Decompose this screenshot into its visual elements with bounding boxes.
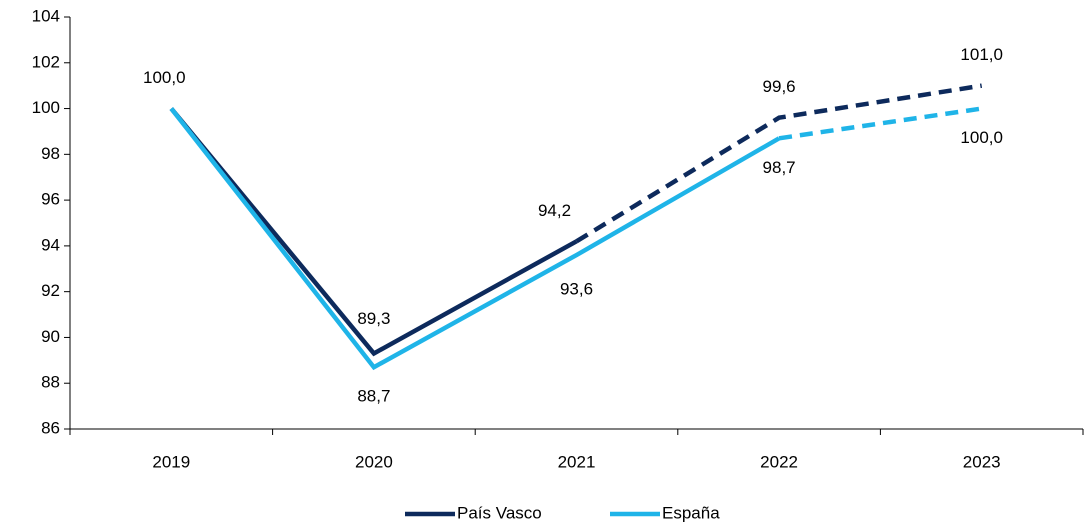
line-dashed bbox=[778, 106, 983, 141]
legend-label: España bbox=[662, 503, 720, 522]
data-label: 100,0 bbox=[143, 68, 186, 87]
y-tick-label: 88 bbox=[41, 373, 60, 392]
legend-label: País Vasco bbox=[457, 503, 542, 522]
data-label: 99,6 bbox=[763, 77, 796, 96]
data-label: 93,6 bbox=[560, 280, 593, 299]
y-tick-label: 92 bbox=[41, 281, 60, 300]
x-tick-label: 2021 bbox=[558, 452, 596, 471]
y-tick-label: 86 bbox=[41, 418, 60, 437]
y-tick-label: 98 bbox=[41, 144, 60, 163]
y-tick-label: 104 bbox=[32, 6, 60, 25]
y-tick-label: 102 bbox=[32, 52, 60, 71]
data-label: 89,3 bbox=[357, 309, 390, 328]
data-label: 101,0 bbox=[960, 45, 1003, 64]
data-label: 98,7 bbox=[763, 158, 796, 177]
line bbox=[169, 107, 781, 371]
y-tick-label: 96 bbox=[41, 190, 60, 209]
data-label: 100,0 bbox=[960, 128, 1003, 147]
x-tick-label: 2023 bbox=[963, 452, 1001, 471]
data-label: 94,2 bbox=[538, 201, 571, 220]
y-tick-label: 94 bbox=[41, 235, 60, 254]
y-tick-label: 90 bbox=[41, 327, 60, 346]
x-tick-label: 2020 bbox=[355, 452, 393, 471]
x-tick-label: 2019 bbox=[152, 452, 190, 471]
line bbox=[169, 107, 578, 357]
x-tick-label: 2022 bbox=[760, 452, 798, 471]
data-label: 88,7 bbox=[357, 387, 390, 406]
y-tick-label: 100 bbox=[32, 98, 60, 117]
line-dashed bbox=[575, 83, 983, 244]
